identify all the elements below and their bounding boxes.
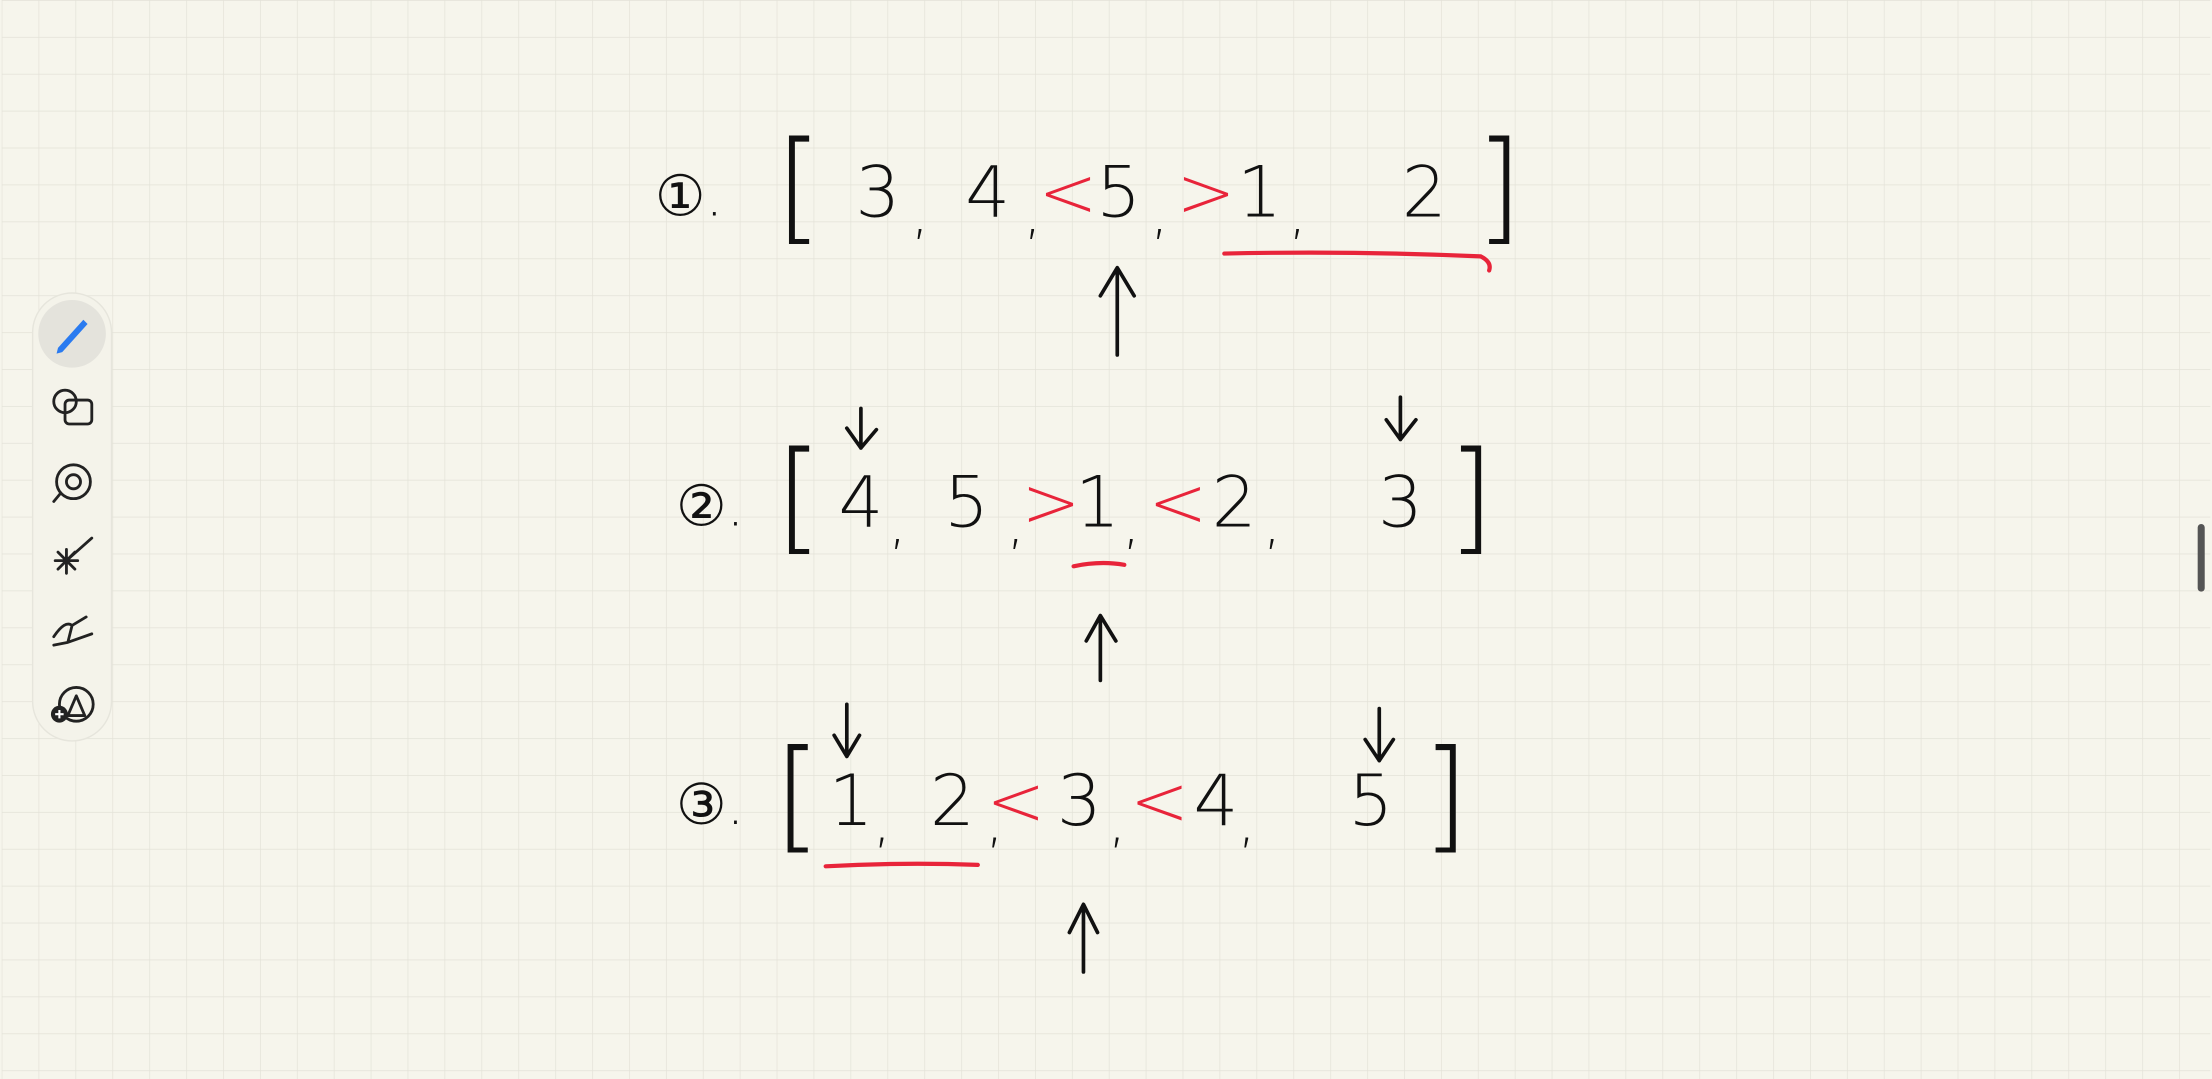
number: 5 xyxy=(1096,152,1141,234)
handwriting: ①.[3, 4 ,<5, >1, 2]②.[4, 5 ,>1, <2, 3]③.[1, 2 ,< 3,… xyxy=(655,116,1523,866)
comma: , xyxy=(986,790,1004,855)
bracket: [ xyxy=(775,116,822,257)
comma: , xyxy=(1108,790,1126,855)
number: 1 xyxy=(1237,152,1282,234)
underline xyxy=(1222,250,1492,273)
underline xyxy=(823,861,980,869)
bracket: ] xyxy=(1422,724,1469,865)
comma: , xyxy=(1024,181,1042,246)
number: 4 xyxy=(965,152,1010,234)
up-arrow xyxy=(1098,265,1137,357)
number: 1 xyxy=(1075,462,1120,544)
bracket: [ xyxy=(774,724,821,865)
comma: , xyxy=(1122,491,1140,556)
insert-tool[interactable] xyxy=(50,685,95,723)
up-arrow xyxy=(1067,902,1100,974)
scrollbar[interactable] xyxy=(2197,524,2205,592)
comparison: < xyxy=(1038,152,1097,234)
row-label: ①. xyxy=(655,165,723,230)
down-arrow xyxy=(1384,395,1418,442)
number: 2 xyxy=(930,760,975,842)
comparison: < xyxy=(1148,462,1207,544)
down-arrow xyxy=(1363,706,1396,763)
lasso-tool[interactable] xyxy=(52,463,92,503)
down-arrow xyxy=(832,702,862,759)
comma: , xyxy=(911,181,929,246)
number: 3 xyxy=(855,152,900,234)
toolbar xyxy=(31,292,113,742)
bracket: [ xyxy=(775,426,822,567)
number: 4 xyxy=(1193,760,1238,842)
row-label: ②. xyxy=(676,474,744,539)
bracket: ] xyxy=(1447,426,1494,567)
comma: , xyxy=(1289,181,1307,246)
comma: , xyxy=(1151,181,1169,246)
row-label: ③. xyxy=(676,773,744,838)
number: 5 xyxy=(1348,760,1393,842)
bracket: ] xyxy=(1475,116,1522,257)
shapes-tool[interactable] xyxy=(52,388,94,426)
comparison: < xyxy=(986,760,1045,842)
number: 2 xyxy=(1402,152,1447,234)
annotations xyxy=(823,250,1492,974)
comma: , xyxy=(1007,491,1025,556)
comma: , xyxy=(1238,790,1256,855)
down-arrow xyxy=(844,406,879,450)
comma: , xyxy=(873,790,891,855)
comparison: > xyxy=(1022,462,1081,544)
number: 1 xyxy=(829,760,874,842)
comma: , xyxy=(889,491,907,556)
comparison: > xyxy=(1177,152,1236,234)
number: 2 xyxy=(1212,462,1257,544)
hand-tool[interactable] xyxy=(52,615,94,647)
pen-tool[interactable] xyxy=(56,319,88,354)
number: 3 xyxy=(1378,462,1423,544)
comparison: < xyxy=(1130,760,1189,842)
number: 3 xyxy=(1057,760,1102,842)
underline xyxy=(1071,560,1127,569)
magic-tool[interactable] xyxy=(53,536,94,575)
number: 5 xyxy=(944,462,989,544)
up-arrow xyxy=(1084,613,1118,683)
number: 4 xyxy=(838,462,883,544)
comma: , xyxy=(1263,491,1281,556)
